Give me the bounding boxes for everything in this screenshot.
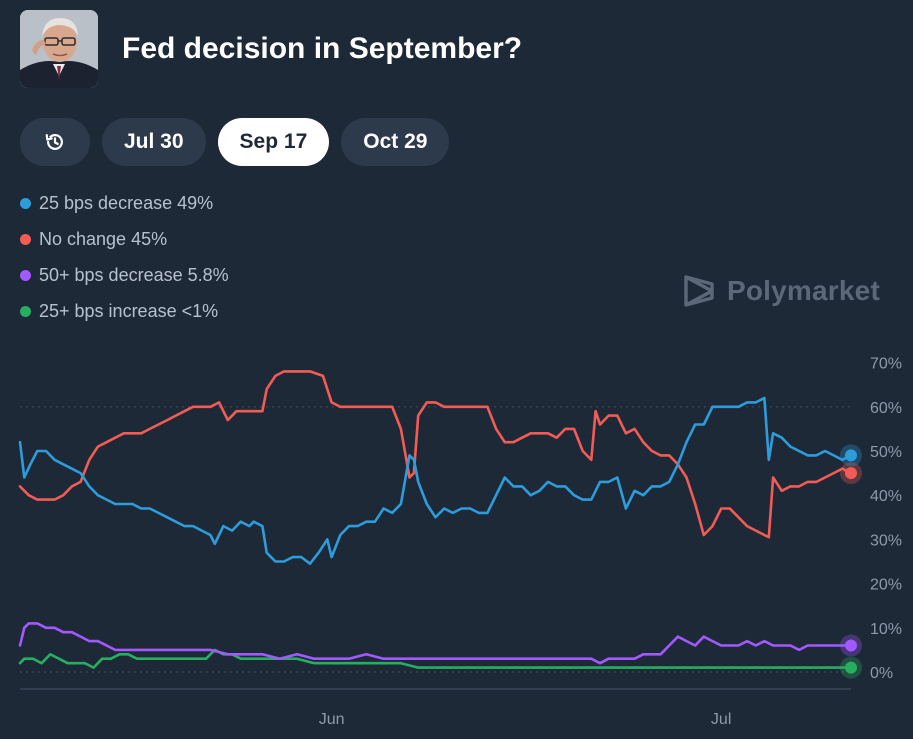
tab-oct-29[interactable]: Oct 29	[341, 118, 450, 166]
polymarket-watermark: Polymarket	[683, 273, 880, 309]
y-axis-ticks: 70% 60% 50% 40% 30% 20% 10% 0%	[870, 356, 902, 682]
y-tick-label: 0%	[870, 665, 893, 682]
legend-item-25bps-decrease: 25 bps decrease 49%	[20, 185, 229, 221]
y-tick-label: 60%	[870, 400, 902, 417]
y-tick-label: 50%	[870, 444, 902, 461]
chart-endpoints	[840, 444, 862, 679]
legend-label: 50+ bps decrease 5.8%	[39, 264, 229, 285]
series-dot-icon	[20, 233, 31, 245]
history-icon	[45, 134, 63, 150]
chart-grid	[20, 406, 851, 690]
legend-label: No change 45%	[39, 228, 168, 249]
y-tick-label: 20%	[870, 577, 902, 594]
avatar	[20, 10, 98, 88]
series-line	[18, 622, 853, 665]
y-tick-label: 30%	[870, 532, 902, 549]
legend-item-50bps-decrease: 50+ bps decrease 5.8%	[20, 257, 229, 293]
series-dot-icon	[20, 197, 31, 209]
date-tabs: Jul 30 Sep 17 Oct 29	[20, 118, 450, 166]
brand-name: Polymarket	[727, 275, 880, 306]
polymarket-logo-icon	[684, 275, 714, 307]
x-axis-ticks: Jun Jul	[319, 711, 732, 728]
x-tick-label: Jul	[711, 711, 731, 728]
series-endpoint-marker	[845, 639, 857, 652]
history-button[interactable]	[20, 118, 90, 166]
page-title: Fed decision in September?	[122, 32, 523, 65]
series-endpoint-marker	[845, 467, 857, 480]
series-endpoint-marker	[845, 661, 857, 674]
y-tick-label: 70%	[870, 356, 902, 373]
tab-sep-17[interactable]: Sep 17	[217, 118, 330, 166]
legend-item-25bps-increase: 25+ bps increase <1%	[20, 293, 229, 329]
series-endpoint-marker	[845, 449, 857, 462]
x-tick-label: Jun	[319, 711, 345, 728]
legend-item-no-change: No change 45%	[20, 221, 229, 257]
series-line	[18, 370, 853, 539]
series-line	[18, 648, 853, 669]
chart-series	[18, 370, 853, 669]
portrait-image	[20, 10, 98, 88]
chart-legend: 25 bps decrease 49% No change 45% 50+ bp…	[20, 185, 229, 329]
y-tick-label: 40%	[870, 488, 902, 505]
series-dot-icon	[20, 305, 31, 317]
market-header: Fed decision in September?	[20, 10, 522, 88]
series-line	[18, 396, 853, 565]
legend-label: 25+ bps increase <1%	[39, 300, 219, 321]
legend-label: 25 bps decrease 49%	[39, 192, 214, 213]
series-dot-icon	[20, 269, 31, 281]
tab-jul-30[interactable]: Jul 30	[102, 118, 206, 166]
y-tick-label: 10%	[870, 621, 902, 638]
